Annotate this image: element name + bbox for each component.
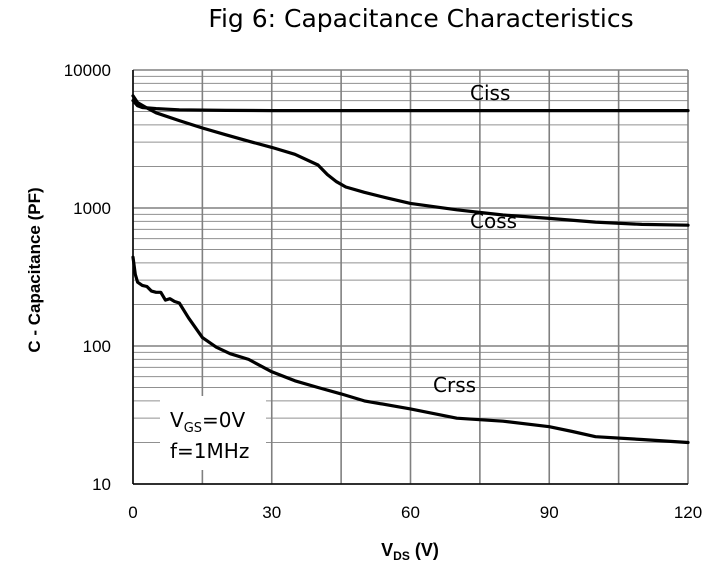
chart-title: Fig 6: Capacitance Characteristics (208, 4, 633, 33)
x-axis-label-sub: DS (393, 549, 410, 563)
annotation-box (160, 396, 266, 470)
series-line-crss (131, 255, 690, 445)
annotation-vgs: VGS=0V (170, 408, 245, 436)
x-tick-label: 60 (401, 503, 420, 522)
axis-layer (132, 70, 688, 485)
x-tick-label: 30 (262, 503, 281, 522)
x-axis-label: VDS (V) (381, 540, 439, 563)
series-label-coss: Coss (470, 209, 517, 233)
y-axis-label: C - Capacitance (PF) (25, 187, 44, 352)
annotation-vgs-value: =0V (202, 408, 245, 432)
x-tick-label: 120 (674, 503, 702, 522)
series-layer (131, 94, 690, 445)
series-line-ciss (131, 98, 690, 113)
tick-label-layer: 0 30 60 90 120 10 100 1000 10000 Ciss Coss Crss (64, 61, 702, 522)
y-tick-label: 10 (92, 475, 111, 494)
x-tick-label: 90 (540, 503, 559, 522)
x-axis-label-main: V (381, 540, 393, 560)
series-label-ciss: Ciss (470, 81, 510, 105)
annotation-frequency: f=1MHz (170, 439, 249, 463)
y-tick-label: 10000 (64, 61, 111, 80)
series-line-coss (131, 94, 690, 227)
annotation-vgs-sub: GS (184, 421, 202, 436)
y-tick-label: 100 (83, 337, 111, 356)
series-label-crss: Crss (433, 373, 476, 397)
x-tick-label: 0 (128, 503, 137, 522)
x-axis-label-suffix: (V) (410, 540, 439, 560)
annotation-vgs-main: V (170, 408, 184, 432)
y-tick-label: 1000 (73, 199, 111, 218)
